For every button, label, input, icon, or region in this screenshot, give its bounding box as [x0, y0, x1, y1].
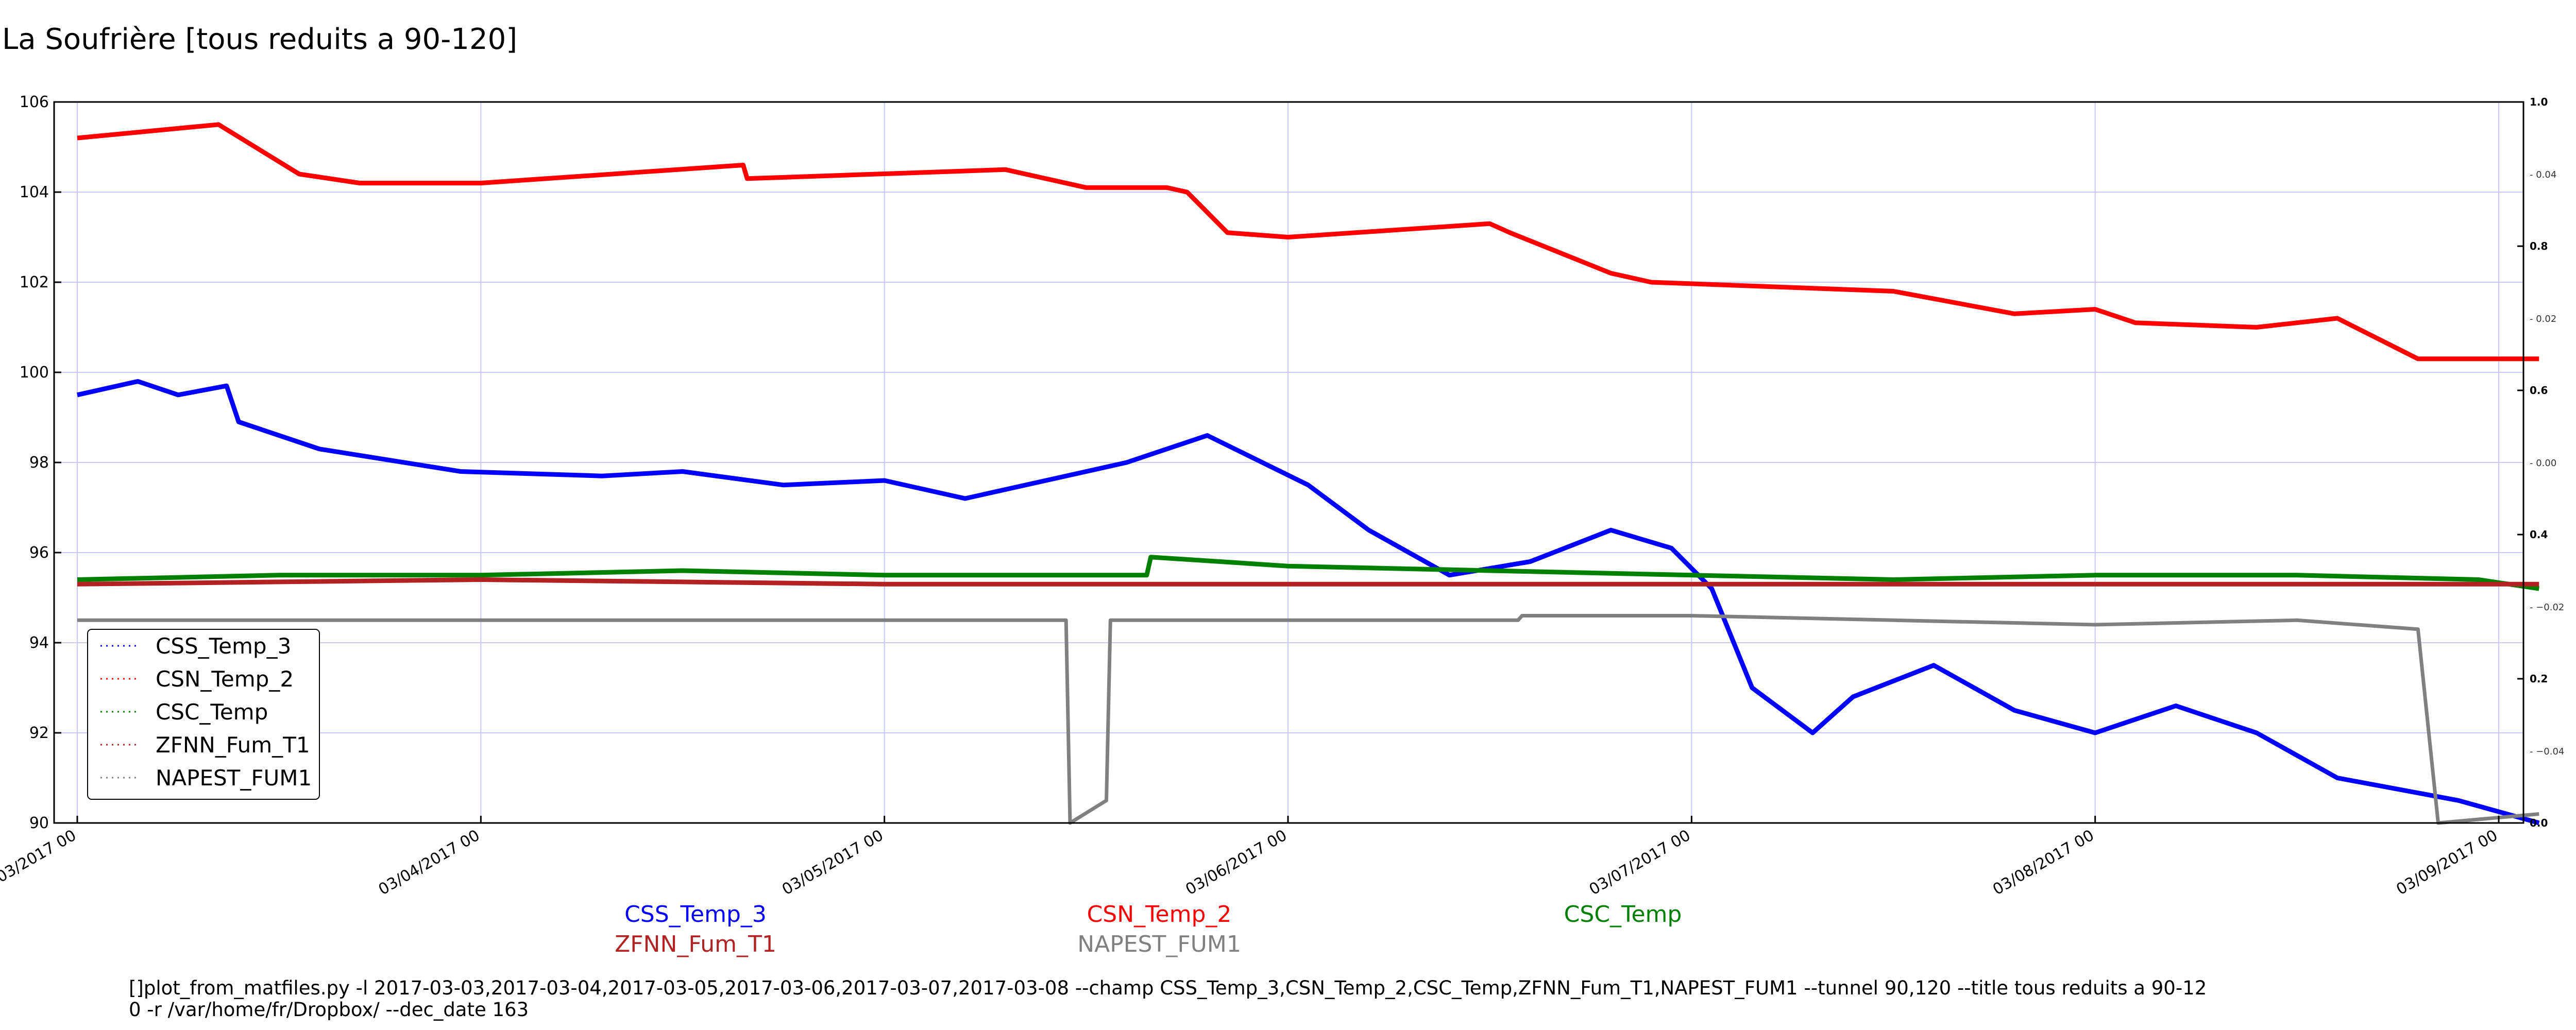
series-name-label: ZFNN_Fum_T1 — [615, 931, 776, 957]
right-outer-tick-label: 0.8 — [2530, 240, 2548, 252]
x-tick-label: 03/04/2017 00 — [376, 827, 483, 899]
x-tick-label: 03/03/2017 00 — [0, 827, 79, 899]
x-tick-label: 03/06/2017 00 — [1182, 827, 1290, 899]
right-outer-tick-label: 0.6 — [2530, 384, 2548, 397]
left-y-axis: 90 92 94 96 98 100 102 104 106 — [20, 93, 61, 832]
chart-title: La Soufrière [tous reduits a 90-120] — [2, 23, 518, 56]
series-line-csn-temp-2 — [77, 122, 2539, 362]
right-inner-tick-label: - −0.02 — [2530, 602, 2564, 613]
right-inner-tick-label: - 0.00 — [2530, 458, 2556, 469]
legend: CSS_Temp_3 CSN_Temp_2 CSC_Temp ZFNN_Fum_T1 N… — [87, 629, 320, 800]
y-tick-label: 92 — [29, 724, 49, 742]
right-inner-tick-label: - 0.02 — [2530, 314, 2556, 324]
grid — [54, 101, 2523, 823]
series-name-labels: CSS_Temp_3 CSN_Temp_2 CSC_Temp ZFNN_Fum_T1 N… — [615, 901, 1682, 957]
right-inner-tick-label: - −0.04 — [2530, 746, 2564, 757]
legend-label: CSC_Temp — [156, 699, 268, 725]
y-tick-label: 100 — [20, 364, 49, 382]
y-tick-label: 104 — [20, 183, 49, 201]
y-tick-label: 106 — [20, 93, 49, 111]
y-tick-label: 90 — [29, 814, 49, 832]
series-name-label: CSC_Temp — [1564, 901, 1682, 928]
legend-label: NAPEST_FUM1 — [156, 765, 312, 791]
legend-label: CSN_Temp_2 — [156, 666, 294, 692]
legend-box — [87, 629, 320, 800]
right-outer-tick-label: 0.0 — [2530, 817, 2548, 829]
series-name-label: NAPEST_FUM1 — [1077, 931, 1241, 957]
series-layer — [77, 122, 2540, 826]
series-line-css-temp-3 — [77, 379, 2540, 826]
right-outer-tick-label: 0.4 — [2530, 528, 2548, 541]
y-tick-label: 102 — [20, 273, 49, 291]
right-y-axis: 0.0 0.2 0.4 0.6 0.8 1.0 - −0.04 - −0.02 - 0.00 - … — [2517, 96, 2564, 829]
right-inner-tick-label: - 0.04 — [2530, 169, 2556, 180]
right-outer-tick-label: 1.0 — [2530, 96, 2548, 108]
series-line-csc-temp — [77, 555, 2539, 591]
x-tick-label: 03/07/2017 00 — [1586, 827, 1694, 899]
command-line-2: 0 -r /var/home/fr/Dropbox/ --dec_date 16… — [129, 999, 529, 1021]
x-tick-label: 03/05/2017 00 — [779, 827, 887, 899]
command-line-1: []plot_from_matfiles.py -l 2017-03-03,20… — [129, 977, 2207, 999]
y-tick-label: 96 — [29, 544, 49, 562]
x-tick-label: 03/09/2017 00 — [2393, 827, 2501, 899]
series-line-zfnn-fum-t1 — [77, 577, 2539, 587]
y-tick-label: 94 — [29, 634, 49, 652]
x-axis: 03/03/2017 00 03/04/2017 00 03/05/2017 00 0… — [0, 816, 2501, 899]
series-name-label: CSS_Temp_3 — [624, 901, 767, 928]
series-line-napest-fum1 — [77, 614, 2539, 825]
right-outer-tick-label: 0.2 — [2530, 673, 2548, 685]
x-tick-label: 03/08/2017 00 — [1990, 827, 2097, 899]
legend-label: CSS_Temp_3 — [156, 633, 291, 659]
legend-label: ZFNN_Fum_T1 — [156, 732, 310, 758]
series-name-label: CSN_Temp_2 — [1087, 901, 1232, 928]
y-tick-label: 98 — [29, 454, 49, 472]
command-line-caption: []plot_from_matfiles.py -l 2017-03-03,20… — [129, 977, 2207, 1021]
